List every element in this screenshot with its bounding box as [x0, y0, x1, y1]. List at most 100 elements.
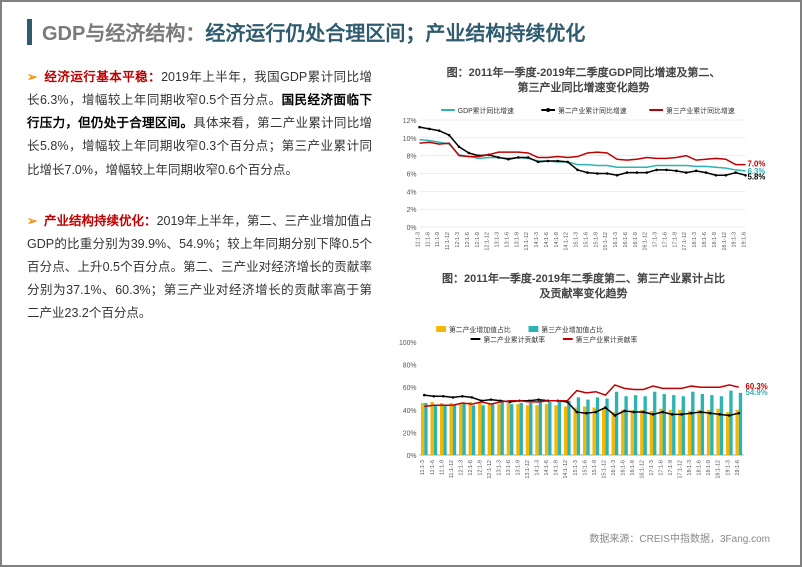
svg-text:19:1-6: 19:1-6: [735, 460, 741, 476]
svg-text:4%: 4%: [407, 189, 417, 196]
svg-text:15:1-12: 15:1-12: [603, 232, 609, 251]
p2-text: 2019年上半年，第二、三产业增加值占GDP的比重分别为39.9%、54.9%；…: [27, 214, 372, 321]
svg-text:0%: 0%: [407, 225, 417, 232]
svg-text:GDP累计同比增速: GDP累计同比增速: [458, 106, 514, 115]
svg-text:11:1-12: 11:1-12: [445, 232, 451, 250]
right-column: 图：2011年一季度-2019年二季度GDP同比增速及第二、第三产业同比增速变化…: [392, 66, 775, 490]
svg-text:15:1-3: 15:1-3: [573, 460, 579, 476]
line-chart-gdp: GDP累计同比增速 第二产业累计同比增速 第三产业累计同比增速 0% 2% 4% 6% 8% 1…: [392, 102, 775, 257]
svg-text:13:1-12: 13:1-12: [525, 460, 531, 479]
svg-text:60%: 60%: [403, 385, 417, 392]
svg-text:第二产业累计同比增速: 第二产业累计同比增速: [558, 106, 627, 115]
svg-text:12:1-6: 12:1-6: [465, 232, 471, 248]
svg-text:17:1-12: 17:1-12: [678, 460, 684, 479]
svg-text:2%: 2%: [407, 207, 417, 214]
title-main: 经济运行仍处合理区间；产业结构持续优化: [205, 23, 585, 45]
svg-text:11:1-6: 11:1-6: [430, 460, 436, 475]
left-column: ➢ 经济运行基本平稳：2019年上半年，我国GDP累计同比增长6.3%，增幅较上…: [27, 66, 372, 490]
svg-text:17:1-12: 17:1-12: [682, 232, 688, 251]
svg-text:17:1-9: 17:1-9: [668, 460, 674, 476]
svg-text:13:1-3: 13:1-3: [495, 232, 501, 248]
svg-text:12:1-12: 12:1-12: [485, 232, 491, 251]
svg-text:12:1-9: 12:1-9: [477, 460, 483, 476]
svg-text:15:1-12: 15:1-12: [601, 460, 607, 479]
svg-text:11:1-3: 11:1-3: [420, 460, 426, 475]
svg-text:11:1-12: 11:1-12: [449, 460, 455, 478]
paragraph-2: ➢ 产业结构持续优化：2019年上半年，第二、三产业增加值占GDP的比重分别为3…: [27, 210, 372, 326]
svg-text:14:1-6: 14:1-6: [544, 460, 550, 476]
svg-text:18:1-3: 18:1-3: [692, 232, 698, 248]
title-prefix: GDP与经济结构：: [42, 23, 205, 45]
page-title: GDP与经济结构：经济运行仍处合理区间；产业结构持续优化: [42, 17, 585, 46]
svg-text:80%: 80%: [403, 362, 417, 369]
svg-text:14:1-6: 14:1-6: [544, 232, 550, 248]
svg-text:17:1-3: 17:1-3: [649, 460, 655, 476]
svg-text:15:1-3: 15:1-3: [574, 232, 580, 248]
svg-text:11:1-9: 11:1-9: [435, 232, 441, 247]
svg-text:15:1-6: 15:1-6: [583, 232, 589, 248]
svg-text:18:1-9: 18:1-9: [706, 460, 712, 476]
bullet-icon: ➢: [27, 70, 41, 84]
svg-text:16:1-6: 16:1-6: [623, 232, 629, 248]
svg-text:12:1-3: 12:1-3: [455, 232, 461, 248]
svg-text:19:1-3: 19:1-3: [725, 460, 731, 476]
svg-text:第三产业累计贡献率: 第三产业累计贡献率: [576, 334, 638, 343]
svg-text:10%: 10%: [403, 136, 417, 143]
svg-text:第三产业增加值占比: 第三产业增加值占比: [541, 324, 603, 333]
svg-text:18:1-3: 18:1-3: [687, 460, 693, 476]
svg-text:16:1-3: 16:1-3: [611, 460, 617, 476]
svg-text:12:1-6: 12:1-6: [468, 460, 474, 476]
p1-lead: 经济运行基本平稳：: [44, 70, 161, 84]
svg-text:11:1-9: 11:1-9: [439, 460, 445, 475]
svg-text:15:1-6: 15:1-6: [582, 460, 588, 476]
svg-text:18:1-12: 18:1-12: [722, 232, 728, 251]
svg-text:20%: 20%: [403, 430, 417, 437]
bullet-icon: ➢: [27, 214, 41, 228]
chart2-title: 图：2011年一季度-2019年二季度第二、第三产业累计占比及贡献率变化趋势: [392, 272, 775, 303]
svg-text:11:1-3: 11:1-3: [416, 232, 422, 247]
svg-text:8%: 8%: [407, 153, 417, 160]
svg-text:17:1-6: 17:1-6: [663, 232, 669, 248]
bar-line-chart-industry: 第二产业增加值占比 第三产业增加值占比第二产业累计贡献率 第三产业累计贡献率 0% 20…: [392, 320, 775, 485]
svg-text:13:1-6: 13:1-6: [506, 460, 512, 476]
svg-text:12%: 12%: [403, 118, 417, 125]
svg-text:16:1-9: 16:1-9: [630, 460, 636, 476]
svg-text:19:1-6: 19:1-6: [742, 232, 748, 248]
svg-text:12:1-3: 12:1-3: [458, 460, 464, 476]
svg-text:14:1-12: 14:1-12: [563, 460, 569, 479]
svg-text:19:1-3: 19:1-3: [732, 232, 738, 248]
svg-text:18:1-6: 18:1-6: [697, 460, 703, 476]
chart1-title: 图：2011年一季度-2019年二季度GDP同比增速及第二、第三产业同比增速变化…: [392, 66, 775, 97]
accent-bar: [27, 19, 32, 45]
svg-text:16:1-12: 16:1-12: [640, 460, 646, 479]
svg-text:13:1-9: 13:1-9: [516, 460, 522, 476]
svg-text:6%: 6%: [407, 171, 417, 178]
svg-text:0%: 0%: [407, 453, 417, 460]
svg-text:第三产业累计同比增速: 第三产业累计同比增速: [666, 106, 735, 115]
svg-text:18:1-12: 18:1-12: [716, 460, 722, 479]
content: ➢ 经济运行基本平稳：2019年上半年，我国GDP累计同比增长6.3%，增幅较上…: [27, 66, 775, 490]
svg-text:14:1-3: 14:1-3: [534, 232, 540, 248]
svg-text:100%: 100%: [399, 340, 417, 347]
svg-text:第二产业增加值占比: 第二产业增加值占比: [449, 324, 511, 333]
svg-text:18:1-9: 18:1-9: [712, 232, 718, 248]
svg-text:18:1-6: 18:1-6: [702, 232, 708, 248]
svg-text:13:1-12: 13:1-12: [524, 232, 530, 251]
svg-text:14:1-12: 14:1-12: [564, 232, 570, 251]
svg-text:17:1-3: 17:1-3: [653, 232, 659, 248]
svg-text:13:1-3: 13:1-3: [497, 460, 503, 476]
paragraph-1: ➢ 经济运行基本平稳：2019年上半年，我国GDP累计同比增长6.3%，增幅较上…: [27, 66, 372, 182]
svg-text:40%: 40%: [403, 407, 417, 414]
svg-text:第二产业累计贡献率: 第二产业累计贡献率: [483, 334, 545, 343]
svg-text:17:1-9: 17:1-9: [672, 232, 678, 248]
svg-text:11:1-6: 11:1-6: [425, 232, 431, 247]
svg-text:13:1-9: 13:1-9: [514, 232, 520, 248]
svg-text:16:1-3: 16:1-3: [613, 232, 619, 248]
svg-text:14:1-9: 14:1-9: [554, 232, 560, 248]
svg-text:14:1-9: 14:1-9: [554, 460, 560, 476]
svg-text:14:1-3: 14:1-3: [535, 460, 541, 476]
svg-text:15:1-9: 15:1-9: [593, 232, 599, 248]
svg-text:12:1-9: 12:1-9: [475, 232, 481, 248]
svg-text:16:1-12: 16:1-12: [643, 232, 649, 251]
svg-text:17:1-6: 17:1-6: [659, 460, 665, 476]
